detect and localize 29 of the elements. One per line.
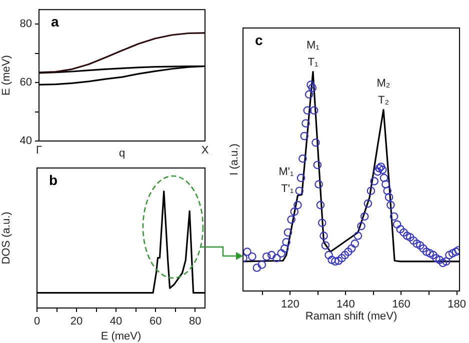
x-tick-label: 0: [34, 316, 40, 328]
y-axis-title: DOS (a.u.): [0, 212, 13, 264]
x-tick-label: 40: [110, 316, 122, 328]
annotation: T₂: [378, 94, 389, 106]
x-tick-label: 60: [149, 316, 162, 328]
x-tick-label: 80: [188, 316, 202, 328]
chart-title: c: [255, 32, 263, 48]
annotation: M₂: [376, 77, 390, 90]
y-axis-title: I (a.u.): [228, 144, 241, 176]
x-axis-title: E (meV): [100, 330, 142, 342]
annotation: M'₁: [278, 166, 294, 178]
annotation: T₁: [308, 56, 318, 68]
chart-title: b: [49, 172, 58, 188]
x-tick-label: 180: [448, 298, 466, 311]
y-tick-label: 80: [20, 18, 32, 30]
y-axis-title: E (meV): [0, 55, 13, 96]
chart-title: a: [51, 13, 59, 30]
x-tick-label: 20: [70, 316, 83, 328]
x-axis-title: Raman shift (meV): [305, 310, 398, 322]
annotation: T'₁: [281, 183, 294, 196]
annotation: M₁: [306, 39, 320, 52]
x-tick-label: X: [201, 144, 210, 157]
y-tick-label: 40: [20, 135, 32, 148]
y-tick-label: 60: [20, 76, 32, 89]
x-tick-label: 140: [336, 298, 355, 311]
x-tick-label: Γ: [36, 144, 42, 157]
x-tick-label: 120: [281, 298, 300, 311]
x-axis-title: q: [118, 147, 126, 160]
x-tick-label: 160: [392, 298, 410, 311]
